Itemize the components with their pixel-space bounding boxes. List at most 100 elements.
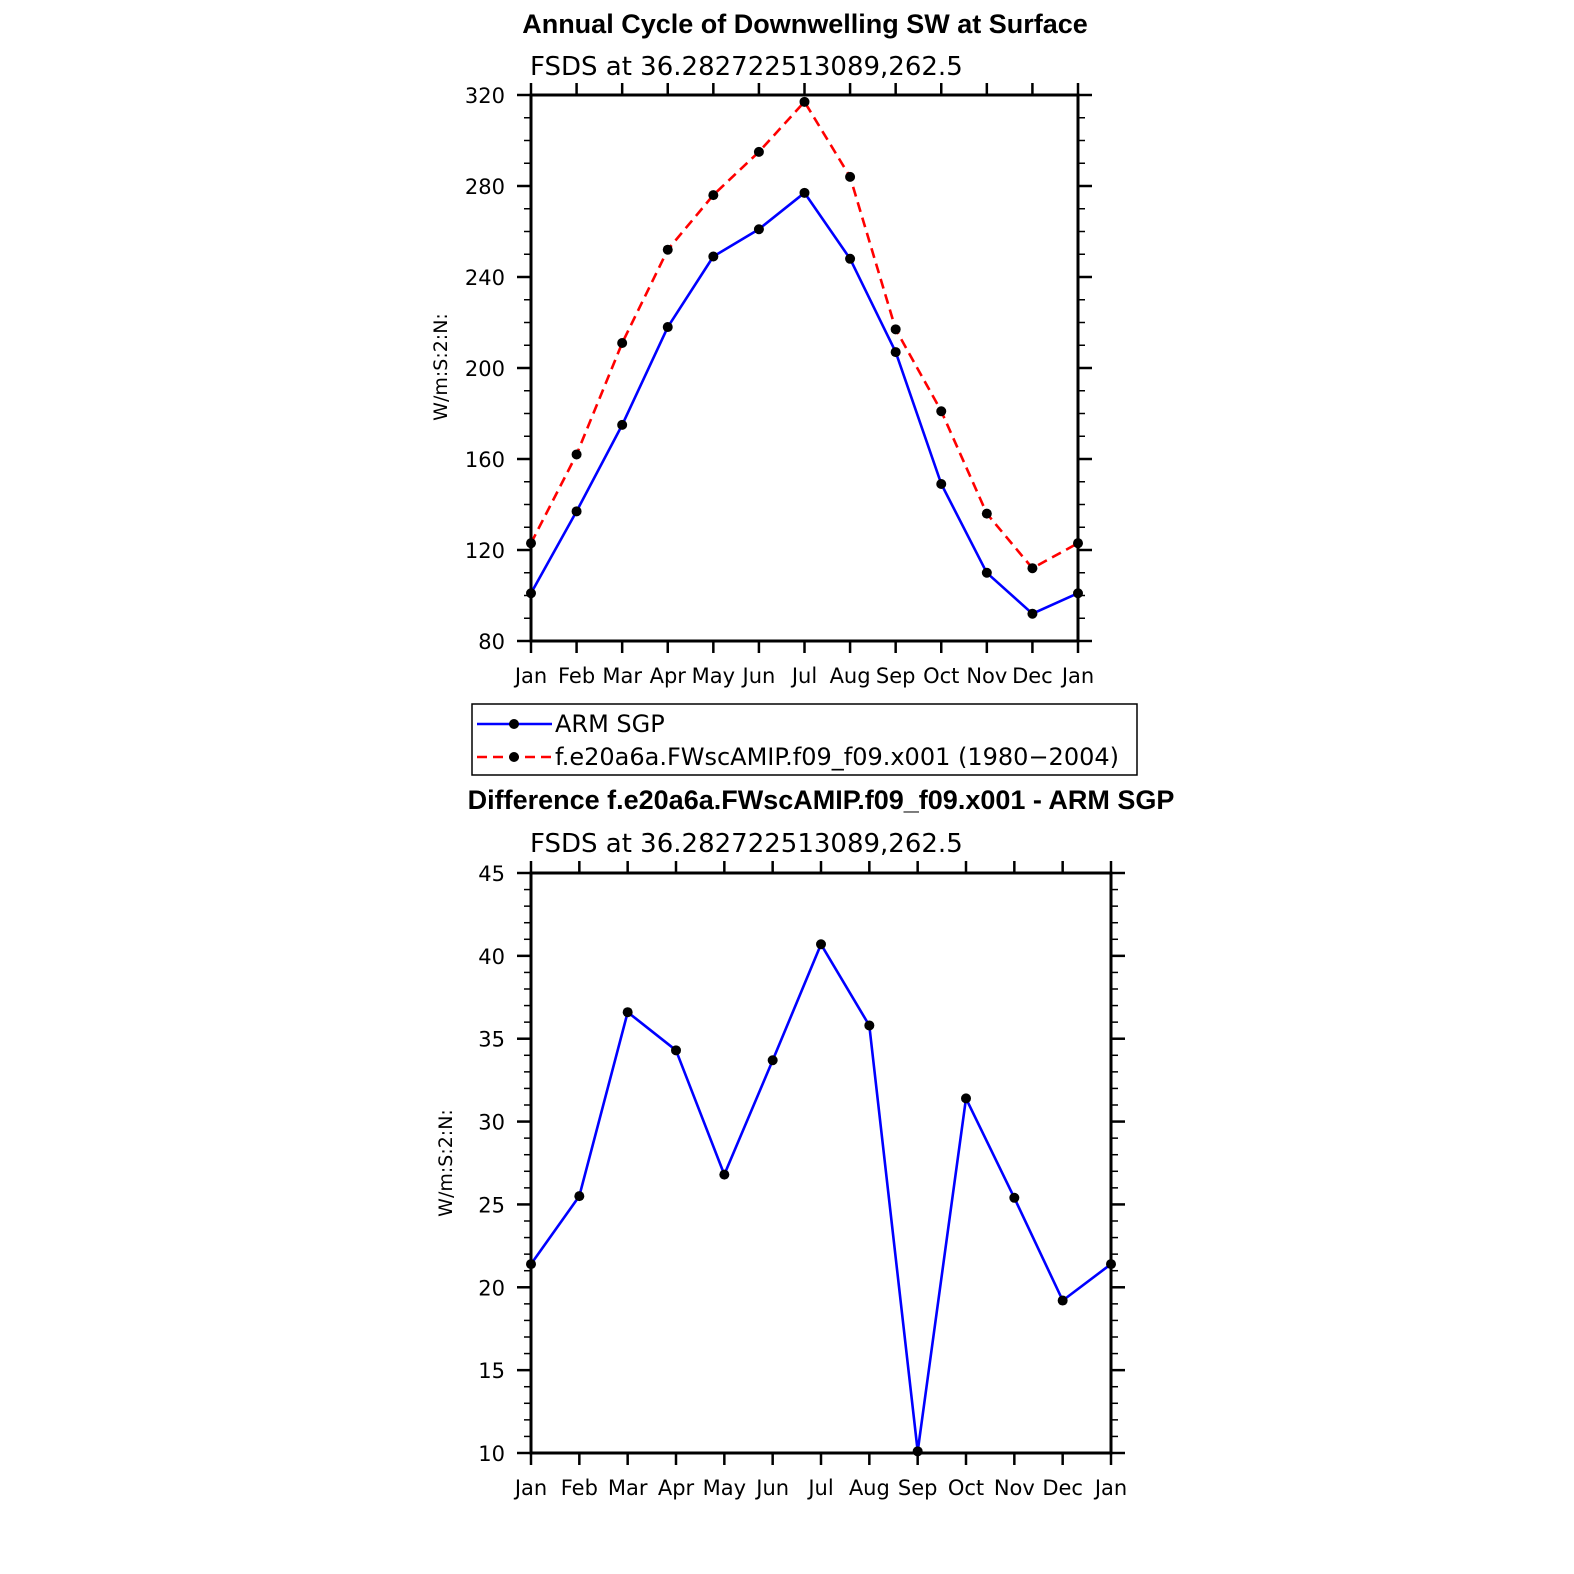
axis-ticks: Jan Feb Mar Apr May Jun Jul Aug Sep Oct Nov Dec Jan 1… [478,861,1127,1500]
plot-frame [529,871,1113,1455]
y-tick-label: 200 [465,357,505,381]
data-point [753,146,764,157]
y-tick-label: 45 [478,862,505,886]
x-tick-label: May [692,664,735,688]
legend-box [471,703,1138,776]
data-point [671,1045,681,1056]
data-point [961,1093,971,1104]
legend-label-arm-sgp: ARM SGP [555,710,665,738]
data-point [617,337,628,348]
data-point [571,506,582,517]
y-tick-label: 320 [465,84,505,108]
x-tick-label: Apr [658,1476,695,1500]
y-tick-label: 80 [478,630,505,654]
data-point [617,419,628,430]
annual-cycle-panel: Annual Cycle of Downwelling SW at Surfac… [430,9,1138,776]
data-point [526,538,536,549]
data-point [1027,608,1038,619]
x-tick-label: Nov [994,1476,1035,1500]
chart-title: Annual Cycle of Downwelling SW at Surfac… [522,9,1088,39]
legend-label-model: f.e20a6a.FWscAMIP.f09_f09.x001 (1980−200… [555,743,1119,771]
x-tick-label: Sep [876,664,916,688]
series-line-0 [529,191,1079,616]
data-point [890,324,901,335]
data-point [1027,563,1038,574]
data-point [708,190,719,201]
x-tick-label: Feb [561,1476,598,1500]
data-point [799,187,810,198]
x-tick-label: Feb [558,664,595,688]
x-tick-label: Aug [830,664,871,688]
data-point [816,939,826,950]
y-tick-label: 20 [478,1276,505,1300]
data-point [1009,1192,1020,1203]
legend-marker-model [509,752,519,762]
series-group [526,939,1116,1457]
y-axis-label: W/m:S:2:N: [430,313,452,421]
data-point [936,479,947,490]
x-tick-label: Mar [608,1476,648,1500]
data-point [864,1020,875,1031]
x-tick-label: Nov [966,664,1007,688]
legend-marker-arm-sgp [509,719,519,729]
x-tick-label: Jan [513,1476,547,1500]
data-point [526,588,536,599]
series-line-1 [529,100,1079,570]
legend: ARM SGP f.e20a6a.FWscAMIP.f09_f09.x001 (… [471,703,1138,776]
data-point [574,1191,585,1202]
axis-ticks: Jan Feb Mar Apr May Jun Jul Aug Sep Oct Nov Dec Jan 8… [465,83,1094,688]
x-tick-label: Dec [1012,664,1053,688]
y-tick-label: 15 [478,1359,505,1383]
x-tick-label: Jul [790,664,817,688]
x-tick-label: Jun [741,664,776,688]
chart-title: Difference f.e20a6a.FWscAMIP.f09_f09.x00… [468,785,1175,815]
x-tick-label: May [703,1476,746,1500]
y-axis-label: W/m:S:2:N: [435,1109,457,1217]
x-tick-label: Oct [923,664,959,688]
data-point [719,1169,730,1180]
data-point [662,244,673,255]
y-tick-label: 35 [478,1028,505,1052]
chart-subtitle: FSDS at 36.282722513089,262.5 [530,52,963,82]
series-group [526,96,1083,619]
data-point [981,567,992,578]
data-point [708,251,719,262]
data-point [571,449,582,460]
x-tick-label: Jan [513,664,547,688]
x-tick-label: Jun [754,1476,789,1500]
y-tick-label: 240 [465,266,505,290]
x-tick-label: Oct [948,1476,984,1500]
data-point [1073,588,1083,599]
data-point [845,253,856,264]
data-point [767,1055,778,1066]
y-tick-label: 10 [478,1442,505,1466]
data-point [912,1446,923,1457]
data-point [936,406,947,417]
x-tick-label: Jan [1093,1476,1127,1500]
x-tick-label: Dec [1042,1476,1083,1500]
x-tick-label: Sep [898,1476,938,1500]
y-tick-label: 280 [465,175,505,199]
data-point [662,322,673,333]
y-tick-label: 40 [478,945,505,969]
x-tick-label: Apr [650,664,687,688]
data-point [526,1259,536,1270]
difference-panel: Difference f.e20a6a.FWscAMIP.f09_f09.x00… [435,785,1174,1500]
y-tick-label: 160 [465,448,505,472]
chart-subtitle: FSDS at 36.282722513089,262.5 [530,829,963,859]
data-point [890,347,901,358]
data-point [1073,538,1083,549]
y-tick-label: 120 [465,539,505,563]
x-tick-label: Jan [1060,664,1094,688]
data-point [1057,1295,1068,1306]
data-point [1106,1259,1116,1270]
y-tick-label: 30 [478,1111,505,1135]
data-point [622,1007,633,1018]
data-point [799,96,810,107]
x-tick-label: Mar [602,664,642,688]
x-tick-label: Jul [806,1476,833,1500]
y-tick-label: 25 [478,1193,505,1217]
data-point [753,224,764,235]
series-line-0 [529,942,1112,1453]
